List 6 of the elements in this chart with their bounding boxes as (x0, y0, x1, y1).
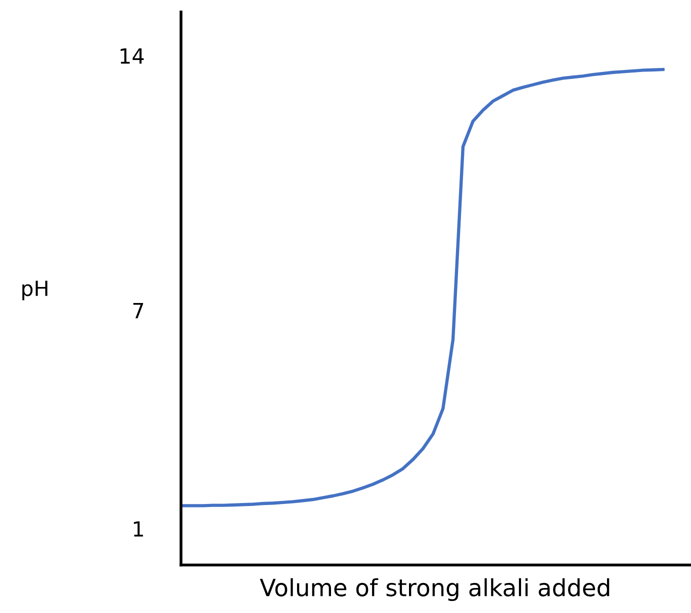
line-series (181, 68, 665, 508)
y-axis-title: pH (22, 280, 48, 300)
x-axis-title: Volume of strong alkali added (260, 578, 610, 602)
y-tick-label: 1 (134, 521, 143, 537)
y-tick-label: 14 (120, 48, 144, 64)
y-tick-label: 7 (133, 303, 144, 318)
